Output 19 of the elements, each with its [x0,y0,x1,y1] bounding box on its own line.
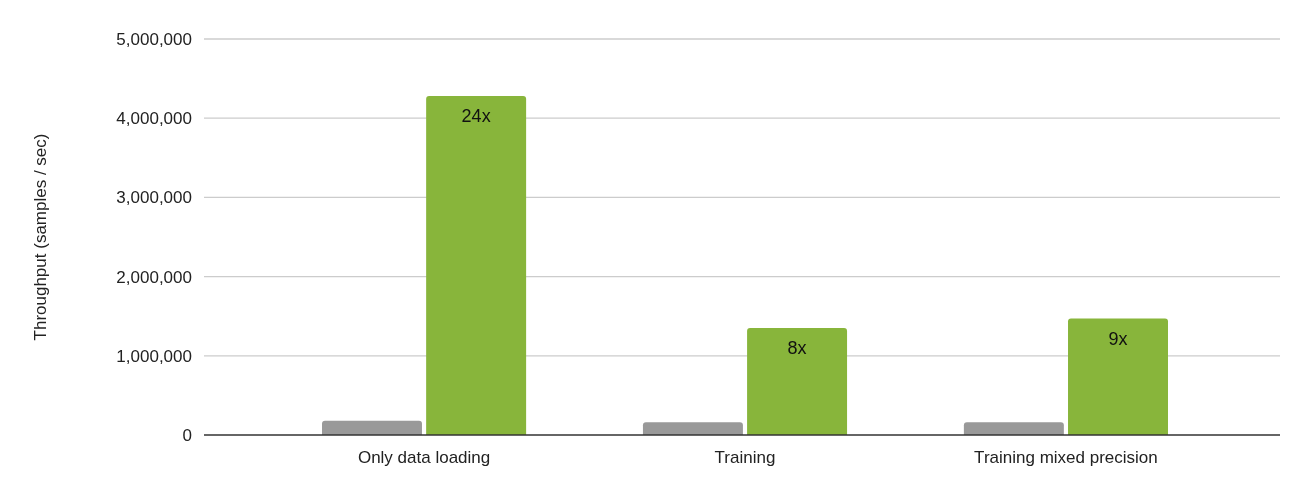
y-tick-label: 5,000,000 [116,29,192,49]
bar [747,328,848,435]
x-tick-label: Only data loading [357,448,491,468]
annotation: 9x [1108,328,1128,349]
y-tick-label: 4,000,000 [116,109,192,129]
bar [963,422,1064,435]
bar [426,96,527,435]
y-tick-label: 0 [182,425,192,445]
annotation: 8x [787,338,807,359]
bar [1068,318,1168,435]
bar [642,422,743,435]
x-tick-label: Training mixed precision [974,448,1158,468]
annotation: 24x [461,106,491,127]
y-tick-label: 2,000,000 [116,267,192,287]
y-tick-label: 1,000,000 [116,346,192,366]
x-tick-label: Training [714,448,776,468]
bar [322,420,422,435]
y-tick-label: 3,000,000 [116,188,192,208]
y-axis-title: Throughput (samples / sec) [31,133,50,341]
